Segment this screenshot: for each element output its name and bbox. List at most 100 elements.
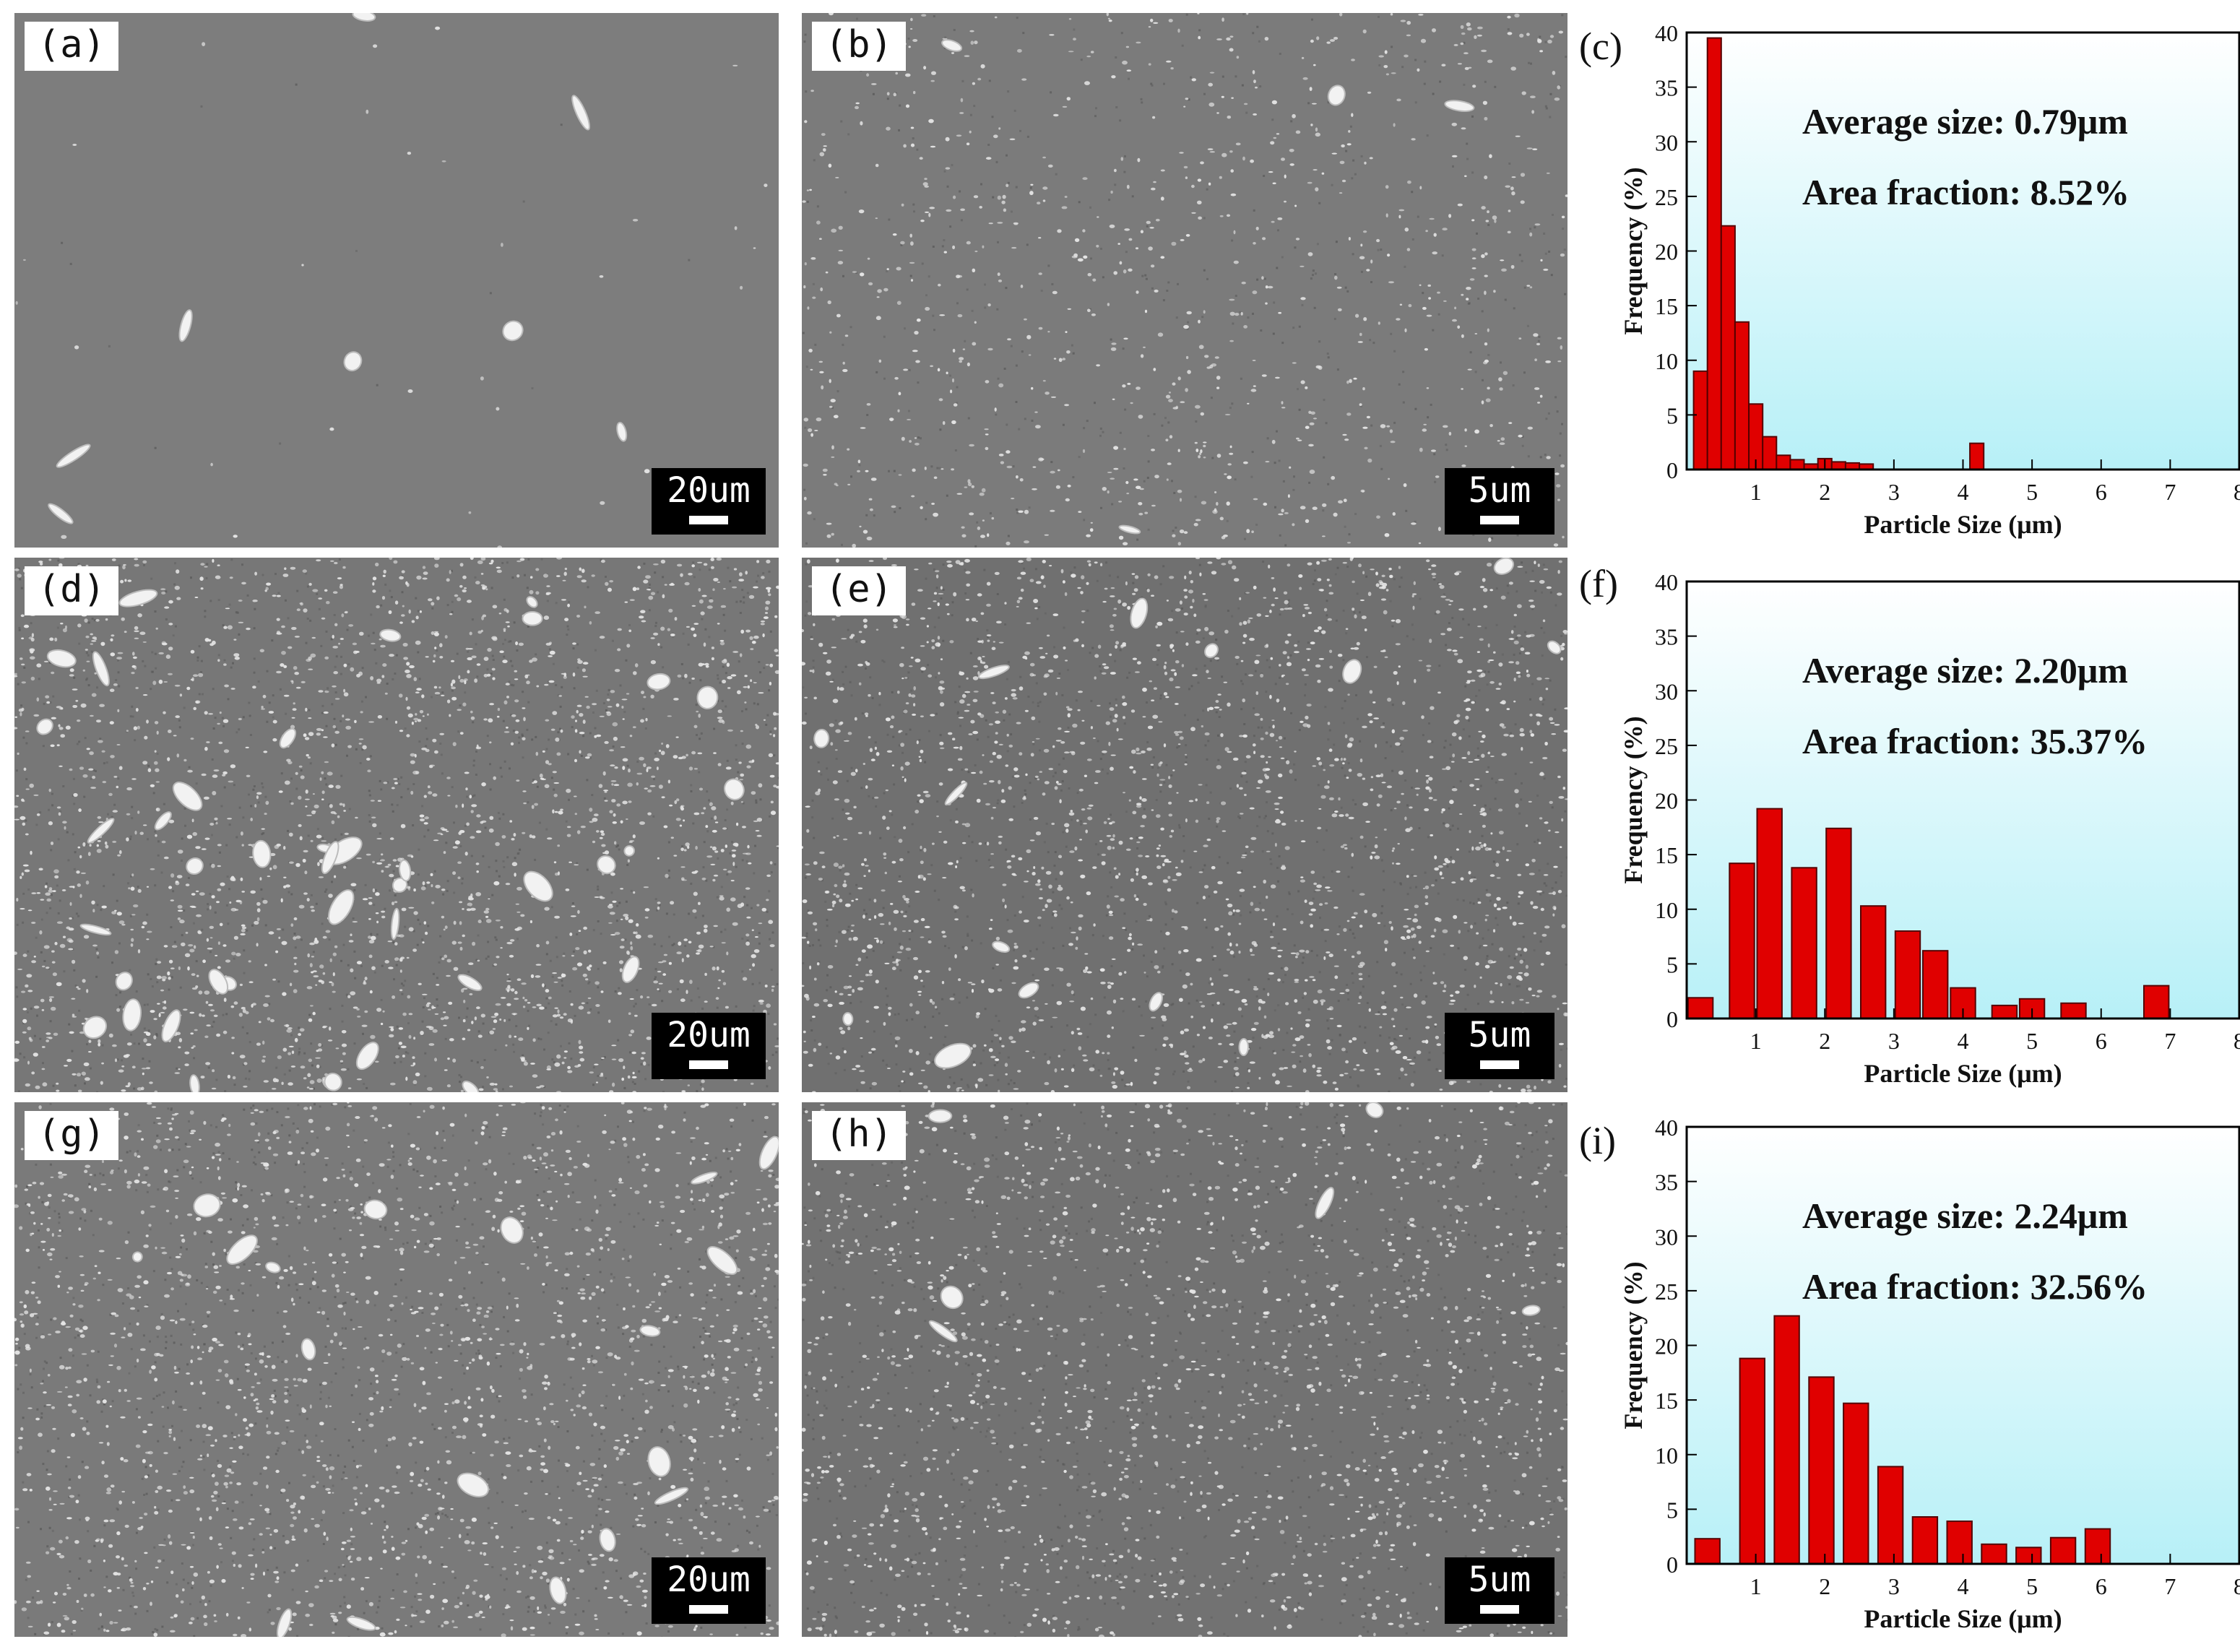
average-size-annotation: Average size: 0.79μm [1802, 101, 2128, 142]
x-axis-label: Particle Size (μm) [1864, 1604, 2062, 1633]
x-tick-label: 8 [2233, 479, 2240, 505]
panel-label-e: (e) [812, 566, 906, 615]
y-tick-label: 25 [1655, 1279, 1678, 1305]
panel-label-i: (i) [1579, 1119, 1616, 1162]
scale-bar-g-text: 20um [667, 1560, 751, 1600]
x-tick-label: 4 [1958, 1573, 1969, 1599]
average-size-annotation: Average size: 2.20μm [1802, 650, 2128, 691]
x-tick-label: 1 [1750, 479, 1762, 505]
x-tick-label: 4 [1958, 1028, 1969, 1054]
y-tick-label: 5 [1666, 951, 1678, 977]
panel-label-h: (h) [812, 1111, 906, 1160]
histogram-f-svg: 0 5 10 15 20 25 30 35 40 1 2 3 4 5 6 7 8 Particle Size (μ… [1619, 569, 2240, 1088]
micrograph-g: (g) 20um [14, 1102, 779, 1637]
scale-bar-e: 5um [1445, 1013, 1554, 1079]
histogram-i-svg: 0 5 10 15 20 25 30 35 40 1 2 3 4 5 6 7 8 Particle Size (μ… [1619, 1115, 2240, 1633]
histogram-bar [1922, 950, 1949, 1020]
x-tick-label: 1 [1750, 1573, 1762, 1599]
panel-label-b: (b) [812, 22, 906, 71]
y-tick-label: 35 [1655, 624, 1678, 650]
x-tick-label: 7 [2164, 1028, 2176, 1054]
histogram-bar [1739, 1357, 1766, 1565]
micrograph-g-image [14, 1102, 779, 1637]
histogram-bar [2143, 985, 2170, 1019]
plot-area [1687, 1127, 2239, 1564]
y-tick-label: 30 [1655, 1224, 1678, 1250]
histogram-bar [1720, 225, 1736, 470]
scale-bar-d-text: 20um [667, 1015, 751, 1055]
scale-bar-d: 20um [652, 1013, 766, 1079]
x-tick-label: 6 [2096, 1028, 2107, 1054]
y-tick-label: 40 [1655, 1115, 1678, 1141]
area-fraction-annotation: Area fraction: 35.37% [1802, 721, 2148, 761]
micrograph-b-image [802, 13, 1567, 548]
histogram-bar [1694, 1538, 1721, 1565]
x-tick-label: 6 [2096, 1573, 2107, 1599]
x-tick-label: 7 [2164, 479, 2176, 505]
y-tick-label: 10 [1655, 897, 1678, 923]
histogram-bar [1808, 1376, 1835, 1565]
histogram-bar [1981, 1543, 2007, 1565]
y-tick-label: 10 [1655, 348, 1678, 374]
precipitate-particles [802, 558, 1567, 1092]
x-tick-label: 3 [1888, 1028, 1900, 1054]
x-tick-label: 4 [1958, 479, 1969, 505]
scale-bar-h-line [1480, 1605, 1519, 1614]
histogram-bar [1687, 997, 1714, 1019]
y-tick-label: 35 [1655, 1169, 1678, 1195]
y-tick-label: 20 [1655, 788, 1678, 814]
micrograph-d: (d) 20um [14, 558, 779, 1092]
precipitate-particles [15, 13, 768, 548]
scale-bar-g: 20um [652, 1557, 766, 1624]
histogram-bar [1877, 1466, 1904, 1565]
histogram-bar [1991, 1004, 2018, 1020]
x-tick-label: 5 [2026, 1573, 2038, 1599]
precipitate-particles [14, 1102, 779, 1637]
micrograph-b: (b) 5um [802, 13, 1567, 548]
x-axis-label: Particle Size (μm) [1864, 510, 2062, 539]
y-tick-label: 0 [1666, 1006, 1678, 1032]
y-axis-label: Frequency (%) [1619, 716, 1648, 883]
histogram-bar [1911, 1516, 1939, 1565]
scale-bar-b-line [1480, 516, 1519, 524]
histogram-bar [2060, 1002, 2087, 1019]
y-tick-label: 35 [1655, 75, 1678, 101]
panel-label-c: (c) [1579, 25, 1622, 68]
y-tick-label: 5 [1666, 402, 1678, 428]
plot-area [1687, 33, 2239, 470]
micrograph-h-image [802, 1102, 1567, 1637]
micrograph-a-image [14, 13, 779, 548]
histogram-bar [2015, 1547, 2042, 1565]
y-tick-label: 15 [1655, 293, 1678, 319]
histogram-c: (c) 0 5 10 15 20 25 30 35 40 1 2 3 4 5 6 7 8 Particle Siz… [1575, 0, 2240, 549]
micrograph-e-image [802, 558, 1567, 1092]
y-axis-label: Frequency (%) [1619, 1261, 1648, 1429]
x-tick-label: 6 [2096, 479, 2107, 505]
micrograph-d-image [14, 558, 779, 1092]
area-fraction-annotation: Area fraction: 8.52% [1802, 172, 2129, 212]
histogram-bar [1860, 905, 1887, 1020]
x-tick-label: 3 [1888, 1573, 1900, 1599]
micrograph-e: (e) 5um [802, 558, 1567, 1092]
scale-bar-d-line [689, 1060, 728, 1069]
scale-bar-g-line [689, 1605, 728, 1614]
x-tick-label: 3 [1888, 479, 1900, 505]
y-tick-label: 40 [1655, 20, 1678, 46]
y-tick-label: 20 [1655, 1333, 1678, 1359]
histogram-bar [1734, 321, 1750, 470]
micrograph-h: (h) 5um [802, 1102, 1567, 1637]
y-tick-label: 40 [1655, 569, 1678, 595]
histogram-f: (f) 0 5 10 15 20 25 30 35 40 1 2 3 4 5 6 7 8 Particle Siz… [1575, 549, 2240, 1098]
precipitate-particles [14, 558, 779, 1092]
y-tick-label: 25 [1655, 184, 1678, 210]
histogram-bar [1692, 370, 1708, 471]
histogram-bar [1756, 808, 1783, 1019]
x-tick-label: 2 [1819, 1573, 1830, 1599]
y-tick-label: 15 [1655, 1388, 1678, 1414]
scale-bar-b-text: 5um [1468, 470, 1531, 511]
y-tick-label: 30 [1655, 678, 1678, 704]
x-axis-label: Particle Size (μm) [1864, 1059, 2062, 1088]
y-tick-label: 0 [1666, 1552, 1678, 1578]
histogram-bar [1843, 1402, 1869, 1565]
y-tick-label: 10 [1655, 1443, 1678, 1469]
